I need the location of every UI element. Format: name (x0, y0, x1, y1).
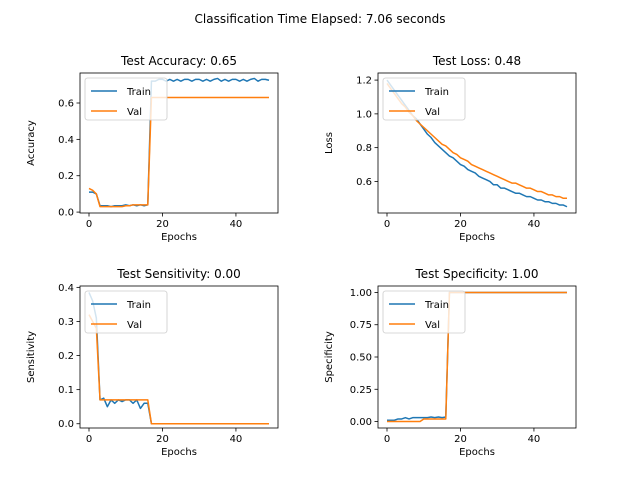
subplot-loss: Test Loss: 0.48 0 20 40 0.6 0.8 1.0 1.2 Epochs Lo… (324, 54, 577, 243)
axes-frame (79, 72, 279, 214)
x-tick-label: 40 (528, 219, 541, 230)
x-tick-label: 40 (230, 219, 243, 230)
x-axis-label: Epochs (161, 447, 197, 458)
legend: Train Val (84, 290, 168, 334)
y-tick-label: 0.3 (58, 317, 74, 328)
legend-label-train: Train (126, 87, 151, 98)
y-tick-label: 1.00 (350, 288, 372, 299)
y-tick-label: 0.4 (58, 283, 74, 294)
subplot-sensitivity: Test Sensitivity: 0.00 0 20 40 0.0 0.1 0.2 0.3 0… (26, 267, 279, 458)
y-tick-label: 0.1 (58, 385, 74, 396)
series-line-val (387, 291, 567, 423)
x-tick-label: 20 (156, 219, 169, 230)
x-axis-label: Epochs (459, 447, 495, 458)
legend-label-train: Train (424, 300, 449, 311)
x-tick-label: 0 (86, 219, 92, 230)
legend: Train Val (382, 290, 466, 334)
subplot-title: Test Loss: 0.48 (432, 54, 521, 68)
y-axis-label: Sensitivity (26, 331, 37, 383)
legend-label-train: Train (424, 87, 449, 98)
y-tick-label: 1.0 (356, 109, 372, 120)
y-tick-label: 0.6 (356, 177, 372, 188)
legend: Train Val (382, 77, 466, 121)
x-tick-label: 0 (384, 219, 390, 230)
series-line-val (88, 96, 269, 208)
y-tick-label: 1.2 (356, 76, 372, 87)
x-tick-label: 0 (384, 434, 390, 445)
subplot-specificity: Test Specificity: 1.00 0 20 40 0.00 0.25 0.50 0… (324, 267, 577, 458)
y-axis-label: Loss (324, 132, 335, 154)
y-tick-label: 0.00 (350, 417, 372, 428)
legend-label-val: Val (425, 107, 440, 118)
legend-label-val: Val (127, 107, 142, 118)
subplot-title: Test Sensitivity: 0.00 (116, 267, 241, 281)
series-line-val (386, 83, 567, 200)
subplot-title: Test Specificity: 1.00 (415, 267, 539, 281)
series-line-train (89, 77, 270, 208)
axes-frame (377, 72, 577, 214)
y-tick-label: 0.2 (58, 351, 74, 362)
x-tick-label: 20 (454, 219, 467, 230)
legend: Train Val (84, 77, 168, 121)
x-tick-label: 40 (230, 434, 243, 445)
axes-frame (79, 285, 279, 429)
y-tick-label: 0.50 (350, 353, 372, 364)
legend-box (382, 77, 466, 121)
y-tick-label: 0.0 (58, 419, 74, 430)
legend-label-train: Train (126, 300, 151, 311)
y-tick-label: 0.75 (350, 320, 372, 331)
legend-label-val: Val (127, 320, 142, 331)
subplot-grid: Test Accuracy: 0.65 0 20 40 0.0 0.2 0.4 0.6 Epoc… (26, 54, 577, 458)
x-tick-label: 20 (454, 434, 467, 445)
subplot-accuracy: Test Accuracy: 0.65 0 20 40 0.0 0.2 0.4 0.6 Epoc… (26, 54, 279, 243)
y-axis-label: Accuracy (26, 120, 37, 166)
subplot-title: Test Accuracy: 0.65 (120, 54, 237, 68)
y-axis-label: Specificity (324, 331, 335, 383)
y-tick-label: 0.6 (58, 99, 74, 110)
y-tick-label: 0.2 (58, 171, 74, 182)
x-axis-label: Epochs (459, 232, 495, 243)
y-tick-label: 0.25 (350, 385, 372, 396)
legend-label-val: Val (425, 320, 440, 331)
series-line-val (88, 314, 269, 425)
y-tick-label: 0.0 (58, 208, 74, 219)
x-tick-label: 40 (528, 434, 541, 445)
x-tick-label: 0 (86, 434, 92, 445)
x-tick-label: 20 (156, 434, 169, 445)
y-tick-label: 0.8 (356, 143, 372, 154)
figure-suptitle: Classification Time Elapsed: 7.06 second… (195, 12, 446, 26)
x-axis-label: Epochs (161, 232, 197, 243)
legend-box (84, 290, 168, 334)
y-tick-label: 0.4 (58, 135, 74, 146)
legend-box (84, 77, 168, 121)
legend-box (382, 290, 466, 334)
